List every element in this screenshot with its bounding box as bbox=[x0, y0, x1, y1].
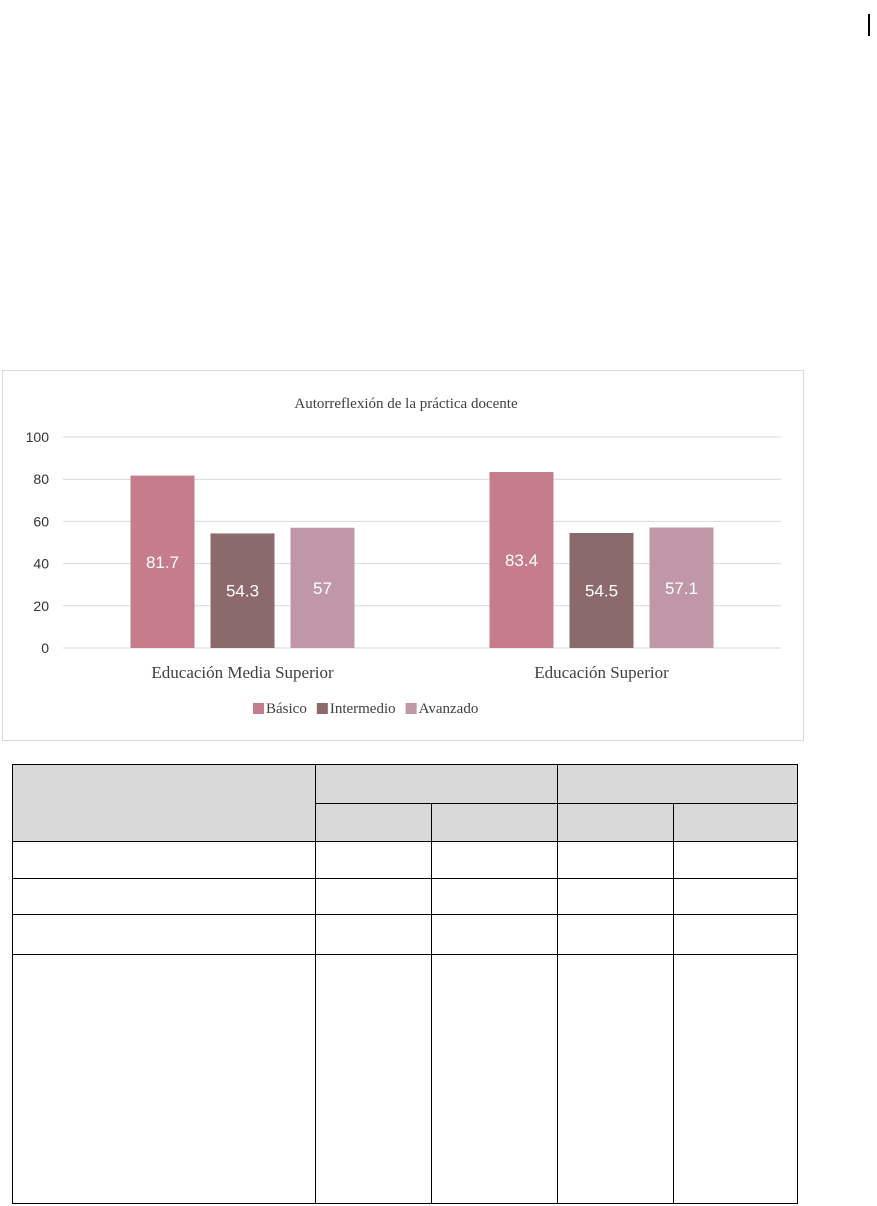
table-row bbox=[12, 841, 798, 879]
table-cell bbox=[315, 841, 432, 879]
table-cell bbox=[557, 954, 674, 1204]
y-tick-label: 80 bbox=[33, 471, 49, 487]
table-cell bbox=[673, 914, 798, 955]
data-table bbox=[12, 764, 798, 1204]
category-label: Educación Media Superior bbox=[151, 663, 334, 682]
y-tick-label: 40 bbox=[33, 556, 49, 572]
data-label: 83.4 bbox=[505, 551, 538, 570]
chart-canvas: 0 20 40 60 80 100 81.7 54.3 57 83.4 54.5 57.1 Educ… bbox=[26, 396, 781, 717]
table-cell bbox=[431, 954, 558, 1204]
bar-intermedio bbox=[569, 533, 634, 648]
legend-item: Intermedio bbox=[316, 701, 396, 717]
table-cell bbox=[431, 878, 558, 915]
legend-label: Intermedio bbox=[330, 701, 396, 717]
legend-label: Avanzado bbox=[419, 701, 479, 717]
text-cursor bbox=[868, 14, 870, 36]
table-cell bbox=[12, 914, 316, 955]
table-subheader-cell bbox=[431, 803, 558, 842]
legend: Básico Intermedio Avanzado bbox=[253, 701, 478, 717]
y-tick-label: 60 bbox=[33, 513, 49, 529]
bar-básico bbox=[489, 472, 554, 648]
legend-swatch bbox=[316, 703, 328, 714]
y-tick-label: 20 bbox=[33, 598, 49, 614]
table-header-cell bbox=[315, 764, 558, 804]
table-row bbox=[12, 914, 798, 955]
y-tick-label: 100 bbox=[26, 429, 50, 445]
category-label: Educación Superior bbox=[534, 663, 669, 682]
table-subheader-cell bbox=[315, 803, 432, 842]
table-cell bbox=[431, 914, 558, 955]
table-cell bbox=[431, 841, 558, 879]
data-label: 54.3 bbox=[226, 582, 259, 601]
table-subheader-cell bbox=[557, 803, 674, 842]
bar-chart: 0 20 40 60 80 100 81.7 54.3 57 83.4 54.5 57.1 Educ… bbox=[2, 370, 804, 741]
table-cell bbox=[12, 878, 316, 915]
table-cell bbox=[673, 878, 798, 915]
legend-swatch bbox=[253, 703, 264, 714]
legend-item: Avanzado bbox=[405, 701, 479, 717]
data-label: 57 bbox=[313, 579, 332, 598]
data-labels: 81.7 54.3 57 83.4 54.5 57.1 bbox=[146, 551, 698, 601]
bars bbox=[130, 472, 714, 648]
table-row bbox=[12, 954, 798, 1204]
table-header-cell bbox=[557, 764, 798, 804]
y-axis-ticks: 0 20 40 60 80 100 bbox=[26, 429, 50, 656]
table-cell bbox=[315, 954, 432, 1204]
table-cell bbox=[315, 914, 432, 955]
table-cell bbox=[12, 954, 316, 1204]
table-cell bbox=[315, 878, 432, 915]
table-row bbox=[12, 878, 798, 915]
table-cell bbox=[12, 841, 316, 879]
bar-avanzado bbox=[649, 527, 714, 648]
category-labels: Educación Media Superior Educación Superi… bbox=[151, 663, 669, 682]
table-cell bbox=[557, 841, 674, 879]
y-tick-label: 0 bbox=[41, 640, 49, 656]
data-label: 81.7 bbox=[146, 553, 179, 572]
table-subheader-cell bbox=[673, 803, 798, 842]
bar-básico bbox=[130, 475, 195, 648]
data-label: 57.1 bbox=[665, 579, 698, 598]
legend-swatch bbox=[405, 703, 417, 714]
table-cell bbox=[673, 841, 798, 879]
table-header-cell bbox=[12, 764, 316, 842]
bar-intermedio bbox=[210, 533, 275, 648]
table-cell bbox=[557, 914, 674, 955]
legend-item: Básico bbox=[253, 701, 307, 717]
chart-title: Autorreflexión de la práctica docente bbox=[294, 396, 518, 412]
table-cell bbox=[557, 878, 674, 915]
bar-avanzado bbox=[290, 527, 355, 648]
table-cell bbox=[673, 954, 798, 1204]
legend-label: Básico bbox=[266, 701, 307, 717]
data-label: 54.5 bbox=[585, 582, 618, 601]
